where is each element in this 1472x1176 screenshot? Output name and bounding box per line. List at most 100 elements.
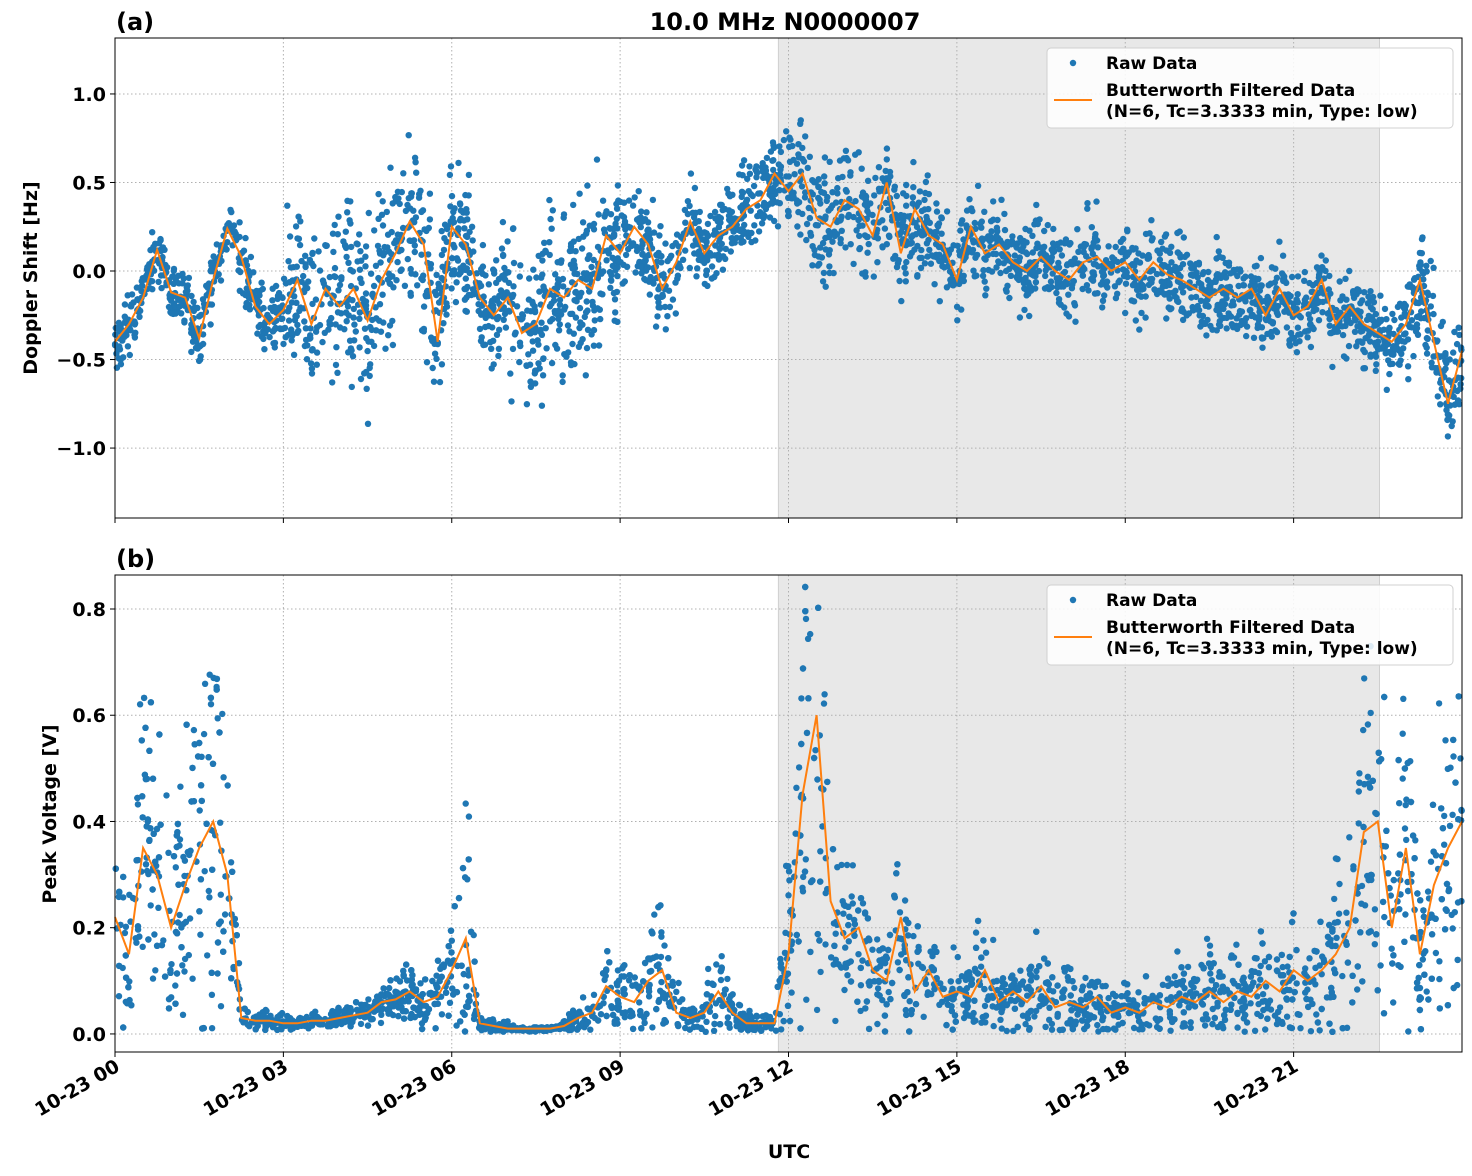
raw-data-point [650, 197, 656, 203]
raw-data-point [1115, 279, 1121, 285]
raw-data-point [218, 277, 224, 283]
raw-data-point [960, 236, 966, 242]
raw-data-point [1053, 290, 1059, 296]
raw-data-point [1149, 237, 1155, 243]
raw-data-point [646, 229, 652, 235]
raw-data-point [845, 214, 851, 220]
raw-data-point [1162, 233, 1168, 239]
raw-data-point [1145, 252, 1151, 258]
raw-data-point [623, 252, 629, 258]
raw-data-point [821, 691, 827, 697]
raw-data-point [1268, 329, 1274, 335]
raw-data-point [1131, 298, 1137, 304]
raw-data-point [1251, 335, 1257, 341]
raw-data-point [363, 243, 369, 249]
raw-data-point [821, 270, 827, 276]
raw-data-point [822, 154, 828, 160]
raw-data-point [560, 283, 566, 289]
raw-data-point [934, 222, 940, 228]
raw-data-point [903, 270, 909, 276]
raw-data-point [584, 345, 590, 351]
raw-data-point [443, 300, 449, 306]
raw-data-point [576, 191, 582, 197]
raw-data-point [592, 317, 598, 323]
raw-data-point [1410, 353, 1416, 359]
raw-data-point [799, 145, 805, 151]
raw-data-point [579, 245, 585, 251]
y-tick-label: 1.0 [72, 84, 106, 106]
raw-data-point [1033, 279, 1039, 285]
raw-data-point [595, 244, 601, 250]
raw-data-point [347, 198, 353, 204]
raw-data-point [651, 911, 657, 917]
raw-data-point [1386, 371, 1392, 377]
raw-data-point [559, 379, 565, 385]
raw-data-point [1333, 855, 1339, 861]
raw-data-point [1196, 312, 1202, 318]
raw-data-point [286, 279, 292, 285]
raw-data-point [724, 976, 730, 982]
raw-data-point [914, 224, 920, 230]
raw-data-point [1200, 271, 1206, 277]
raw-data-point [774, 199, 780, 205]
raw-data-point [662, 304, 668, 310]
raw-data-point [125, 343, 131, 349]
raw-data-point [225, 782, 231, 788]
raw-data-point [1360, 365, 1366, 371]
raw-data-point [160, 244, 166, 250]
raw-data-point [462, 297, 468, 303]
raw-data-point [926, 247, 932, 253]
raw-data-point [138, 284, 144, 290]
raw-data-point [1341, 353, 1347, 359]
raw-data-point [489, 298, 495, 304]
raw-data-point [600, 268, 606, 274]
raw-data-point [210, 253, 216, 259]
raw-data-point [1252, 263, 1258, 269]
raw-data-point [1428, 360, 1434, 366]
raw-data-point [535, 341, 541, 347]
raw-data-point [569, 311, 575, 317]
raw-data-point [950, 282, 956, 288]
raw-data-point [814, 776, 820, 782]
raw-data-point [1435, 393, 1441, 399]
raw-data-point [470, 237, 476, 243]
raw-data-point [439, 252, 445, 258]
raw-data-point [1326, 316, 1332, 322]
raw-data-point [495, 314, 501, 320]
raw-data-point [580, 219, 586, 225]
raw-data-point [470, 286, 476, 292]
raw-data-point [303, 337, 309, 343]
raw-data-point [570, 202, 576, 208]
raw-data-point [398, 266, 404, 272]
raw-data-point [874, 1021, 880, 1027]
raw-data-point [1014, 267, 1020, 273]
raw-data-point [1450, 349, 1456, 355]
raw-data-point [1072, 319, 1078, 325]
raw-data-point [1062, 240, 1068, 246]
raw-data-point [997, 270, 1003, 276]
raw-data-point [413, 170, 419, 176]
raw-data-point [903, 259, 909, 265]
raw-data-point [193, 345, 199, 351]
raw-data-point [1416, 313, 1422, 319]
raw-data-point [1017, 247, 1023, 253]
raw-data-point [496, 346, 502, 352]
raw-data-point [197, 357, 203, 363]
raw-data-point [614, 273, 620, 279]
raw-data-point [464, 210, 470, 216]
raw-data-point [705, 233, 711, 239]
raw-data-point [335, 214, 341, 220]
raw-data-point [682, 247, 688, 253]
raw-data-point [326, 318, 332, 324]
raw-data-point [998, 197, 1004, 203]
raw-data-point [427, 191, 433, 197]
raw-data-point [554, 285, 560, 291]
raw-data-point [579, 336, 585, 342]
raw-data-point [1186, 310, 1192, 316]
raw-data-point [944, 208, 950, 214]
raw-data-point [569, 265, 575, 271]
raw-data-point [725, 191, 731, 197]
raw-data-point [1241, 282, 1247, 288]
raw-data-point [726, 217, 732, 223]
